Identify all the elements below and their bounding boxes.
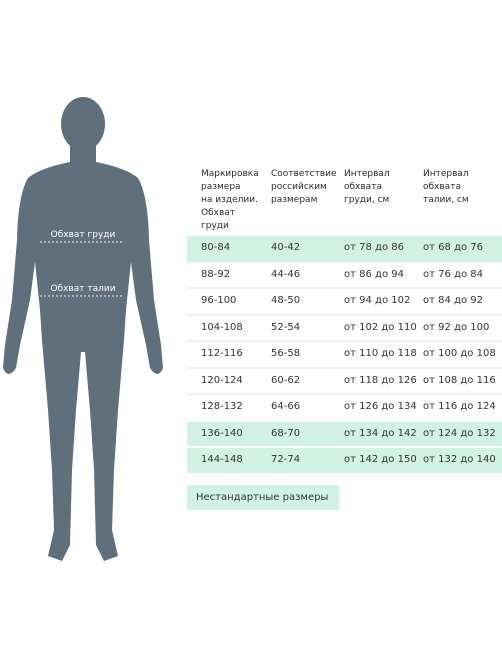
table-cell: от 124 до 132 [423,427,496,439]
header-line: обхвата [344,182,382,192]
table-cell: 68-70 [271,427,301,439]
silhouette [3,145,163,561]
table-cell: от 142 до 150 [344,454,417,465]
table-cell: 104-108 [201,321,243,333]
table-cell: 44-46 [271,268,301,280]
table-cell: 56-58 [271,348,301,359]
table-row: 112-116 56-58 от 110 до 118 от 100 до 108 [187,340,502,367]
table-cell: от 116 до 124 [423,401,496,412]
table-row: 96-100 48-50 от 94 до 102 от 84 до 92 [187,287,502,314]
table-cell: от 78 до 86 [344,242,404,253]
table-row: 120-124 60-62 от 118 до 126 от 108 до 116 [187,366,502,393]
header-line: размера [201,182,241,192]
table-cell: от 100 до 108 [423,348,496,359]
header-line: Соответствие [271,169,337,179]
table-cell: 96-100 [201,295,237,306]
table-row: 80-84 40-42 от 78 до 86 от 68 до 76 [187,234,502,261]
header-line: российским [271,182,327,192]
header-line: Маркировка [201,169,259,179]
nonstandard-sizes-button[interactable]: Нестандартные размеры [187,485,339,510]
header-line: обхвата [423,182,461,192]
table-cell: от 86 до 94 [344,268,404,280]
header-line: Обхват [201,208,236,218]
waist-label: Обхват талии [50,284,115,294]
table-cell: 40-42 [271,242,301,253]
header-cell: Интервал обхвата талии, см [423,168,469,207]
table-cell: 72-74 [271,454,301,465]
table-cell: 136-140 [201,427,243,439]
table-row: 128-132 64-66 от 126 до 134 от 116 до 124 [187,393,502,420]
table-cell: 128-132 [201,401,243,412]
table-cell: от 134 до 142 [344,427,417,439]
table-cell: от 94 до 102 [344,295,411,306]
header-line: размерам [271,195,318,205]
table-cell: 144-148 [201,454,243,465]
table-cell: от 76 до 84 [423,268,483,280]
chest-label: Обхват груди [51,230,116,240]
table-row: 104-108 52-54 от 102 до 110 от 92 до 100 [187,313,502,340]
header-line: груди [201,221,229,231]
head [61,97,105,151]
table-cell: от 110 до 118 [344,348,417,359]
table-cell: от 126 до 134 [344,401,417,412]
header-cell: Интервал обхвата груди, см [344,168,390,207]
table-cell: от 92 до 100 [423,321,490,333]
table-cell: 52-54 [271,321,301,333]
table-row: 144-148 72-74 от 142 до 150 от 132 до 140 [187,446,502,473]
header-cell: Маркировка размера на изделии. Обхват груди [201,168,259,233]
header-line: Интервал [423,169,469,179]
table-cell: 48-50 [271,295,301,306]
header-line: груди, см [344,195,390,205]
table-cell: 88-92 [201,268,231,280]
header-line: талии, см [423,195,469,205]
table-cell: 60-62 [271,374,301,386]
table-cell: 112-116 [201,348,243,359]
body-figure: Обхват груди Обхват талии [3,97,163,561]
table-cell: от 68 до 76 [423,242,483,253]
header-line: Интервал [344,169,390,179]
table-header: Маркировка размера на изделии. Обхват груди С… [187,160,502,234]
table-cell: от 102 до 110 [344,321,417,333]
size-table: Маркировка размера на изделии. Обхват груди С… [187,160,502,473]
table-cell: 80-84 [201,242,231,253]
table-row: 88-92 44-46 от 86 до 94 от 76 до 84 [187,260,502,287]
table-cell: 64-66 [271,401,301,412]
table-cell: от 84 до 92 [423,295,483,306]
header-line: на изделии. [201,195,258,205]
header-cell: Соответствие российским размерам [271,168,337,207]
table-cell: от 132 до 140 [423,454,496,465]
table-row: 136-140 68-70 от 134 до 142 от 124 до 132 [187,419,502,446]
table-cell: от 108 до 116 [423,374,496,386]
table-cell: от 118 до 126 [344,374,417,386]
table-cell: 120-124 [201,374,243,386]
